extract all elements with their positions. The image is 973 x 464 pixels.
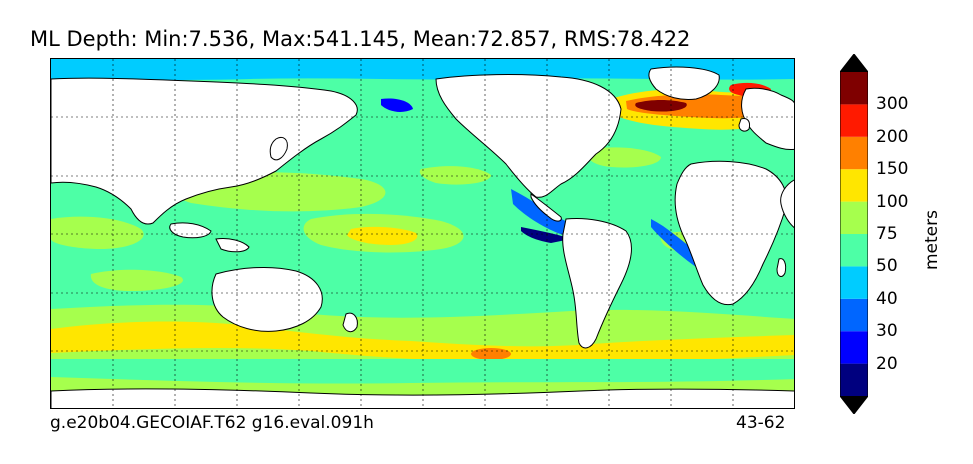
africa [674,160,788,306]
colorbar-tick-label: 300 [876,94,909,115]
colorbar-segment [840,72,868,105]
colorbar-tick-label: 150 [876,159,909,180]
colorbar [840,54,868,414]
case-name-label: g.e20b04.GECOIAF.T62 g16.eval.091h [50,413,374,433]
colorbar-under-arrow [840,396,868,414]
southern-ocean-deep-patch [471,348,511,360]
arabia [780,179,794,229]
colorbar-segment [840,266,868,299]
colorbar-segment [840,169,868,202]
japan [269,136,288,161]
colorbar-tick-label: 100 [876,191,909,212]
ocean-map [51,59,794,408]
colorbar-segment [840,201,868,234]
colorbar-over-arrow [840,54,868,72]
new-guinea [215,238,250,253]
bering-coastal-band [381,98,413,112]
labrador-sea-core [635,100,687,112]
year-range-label: 43-62 [736,413,786,433]
south-america [562,218,632,349]
indian-ocean-band [51,216,144,249]
colorbar-tick-label: 30 [876,321,898,342]
east-pacific-band [419,166,491,185]
north-atlantic-band [587,147,661,168]
new-zealand [342,312,358,333]
equatorial-pacific-deep-patch [347,226,418,245]
colorbar-tick-label: 40 [876,288,898,309]
south-indian-band [90,269,183,291]
equatorial-cold-tongue [521,227,571,243]
colorbar-tick-label: 20 [876,353,898,374]
colorbar-tick-label: 75 [876,224,898,244]
colorbar-tick-label: 50 [876,256,898,277]
map-title: ML Depth: Min:7.536, Max:541.145, Mean:7… [30,27,691,51]
north-america [435,74,622,198]
colorbar-units-label: meters [922,210,942,270]
colorbar-segment [840,234,868,267]
antarctica [51,388,794,408]
australia [211,266,323,332]
colorbar-segment [840,136,868,170]
colorbar-segment [840,104,868,137]
colorbar-segment [840,363,868,396]
southern-ocean-band-100-150 [51,321,794,364]
greenland [648,66,720,100]
map-gridlines [51,59,794,408]
colorbar-tick-label: 200 [876,126,909,147]
colorbar-segment [840,331,868,364]
colorbar-segment [840,298,868,332]
indonesia [169,222,212,239]
madagascar [776,258,787,277]
land-masses [51,66,794,408]
asia [51,77,358,225]
map-panel [50,58,795,409]
british-isles [738,118,750,132]
central-america [530,193,562,222]
